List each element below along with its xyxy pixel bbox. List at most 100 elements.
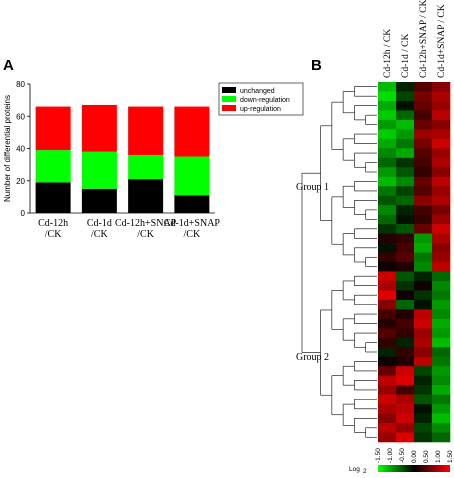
heatmap-cell — [414, 356, 433, 367]
bar-segment-unchanged — [128, 179, 164, 213]
heatmap-cell — [396, 186, 415, 196]
heatmap-cell — [432, 337, 451, 348]
heatmap-cell — [396, 318, 415, 329]
heatmap-cell — [396, 309, 415, 320]
heatmap-cell — [414, 347, 433, 358]
heatmap-cell — [432, 318, 451, 329]
heatmap-cell — [432, 138, 451, 149]
bar-segment-down-regulation — [128, 154, 164, 180]
heatmap-cell — [414, 195, 433, 206]
legend-label: up-regulation — [240, 106, 281, 113]
heatmap-cell — [432, 262, 451, 272]
heatmap-cell — [396, 337, 415, 348]
heatmap-cell — [432, 356, 451, 367]
color-scale-tick: 1.50 — [447, 450, 454, 463]
x-category-label: /CK — [45, 229, 62, 240]
heatmap-cell — [396, 214, 415, 225]
heatmap-cell — [378, 138, 397, 149]
heatmap-cell — [396, 148, 415, 159]
heatmap-cell — [378, 110, 397, 121]
heatmap-cell — [378, 119, 397, 130]
heatmap-cell — [414, 186, 433, 196]
heatmap-cell — [432, 214, 451, 225]
heatmap-cell — [432, 385, 451, 395]
heatmap-cell — [432, 157, 451, 168]
heatmap-cell — [432, 82, 451, 92]
bar-segment-down-regulation — [174, 156, 210, 196]
heatmap-cell — [378, 82, 397, 92]
heatmap-cell — [396, 100, 415, 111]
heatmap-cell — [414, 157, 433, 168]
heatmap-cell — [432, 290, 451, 301]
y-axis-title: Number of differential proteins — [3, 95, 12, 202]
y-tick-label: 60 — [16, 112, 25, 121]
heatmap-cell — [378, 404, 397, 414]
bar-segment-up-regulation — [81, 104, 117, 152]
heatmap-cell — [414, 366, 433, 376]
heatmap-cell — [432, 328, 451, 339]
heatmap-cell — [378, 328, 397, 339]
bar-segment-up-regulation — [35, 106, 71, 151]
heatmap-column-label: Cd-1d / CK — [401, 34, 411, 78]
heatmap-cell — [432, 119, 451, 130]
bar-segment-unchanged — [174, 195, 210, 213]
heatmap-cell — [396, 262, 415, 272]
legend-label: down-regulation — [240, 97, 290, 104]
bar-segment-unchanged — [35, 182, 71, 213]
heatmap-cell — [396, 129, 415, 140]
heatmap-column-label: Cd-12h+SNAP / CK — [419, 0, 429, 78]
heatmap-cell — [396, 176, 415, 187]
heatmap-cell — [414, 243, 433, 253]
heatmap-cell — [414, 100, 433, 111]
color-scale-tick: -0.50 — [399, 448, 406, 463]
heatmap-cell — [396, 243, 415, 253]
heatmap-cell — [378, 394, 397, 405]
heatmap-cell — [432, 205, 451, 215]
heatmap-cell — [432, 366, 451, 376]
legend-label: unchanged — [240, 88, 275, 95]
heatmap-cell — [378, 214, 397, 225]
heatmap-cell — [414, 318, 433, 329]
x-category-label: Cd-12h+SNAP — [115, 218, 177, 229]
heatmap-cell — [378, 356, 397, 367]
heatmap-cell — [414, 280, 433, 291]
color-scale-tick: -1.00 — [387, 448, 394, 463]
heatmap-cell — [414, 233, 433, 244]
heatmap-cell — [378, 205, 397, 215]
x-category-label: /CK — [137, 229, 154, 240]
color-scale-tick: -1.50 — [375, 448, 382, 463]
heatmap-cell — [396, 205, 415, 215]
heatmap-cell — [396, 110, 415, 121]
color-scale-label-subscript: 2 — [363, 468, 367, 475]
heatmap-cell — [378, 195, 397, 206]
heatmap-cell — [414, 328, 433, 339]
heatmap-cell — [396, 413, 415, 424]
heatmap-cell — [378, 100, 397, 111]
heatmap-cell — [378, 262, 397, 272]
heatmap-cell — [378, 375, 397, 386]
y-tick-label: 20 — [16, 177, 25, 186]
heatmap-cell — [396, 394, 415, 405]
heatmap-cell — [396, 356, 415, 367]
heatmap-cell — [396, 404, 415, 414]
heatmap-cell — [432, 195, 451, 206]
heatmap-cell — [396, 233, 415, 244]
heatmap-cell — [414, 375, 433, 386]
heatmap-column-label: Cd-12h / CK — [383, 29, 393, 78]
group-2-label: Group 2 — [296, 352, 329, 363]
heatmap-cell — [414, 91, 433, 102]
heatmap-cell — [378, 186, 397, 196]
heatmap-cell — [396, 290, 415, 301]
heatmap-cell — [378, 91, 397, 102]
bar-segment-up-regulation — [128, 106, 164, 155]
bar-segment-down-regulation — [81, 151, 117, 189]
heatmap-cell — [396, 385, 415, 395]
heatmap-cell — [414, 148, 433, 159]
heatmap-cell — [414, 337, 433, 348]
heatmap-cell — [432, 167, 451, 178]
heatmap-cell — [432, 394, 451, 405]
heatmap-cell — [378, 167, 397, 178]
bar-segment-up-regulation — [174, 106, 210, 157]
heatmap-cell — [414, 119, 433, 130]
heatmap-cell — [414, 413, 433, 424]
